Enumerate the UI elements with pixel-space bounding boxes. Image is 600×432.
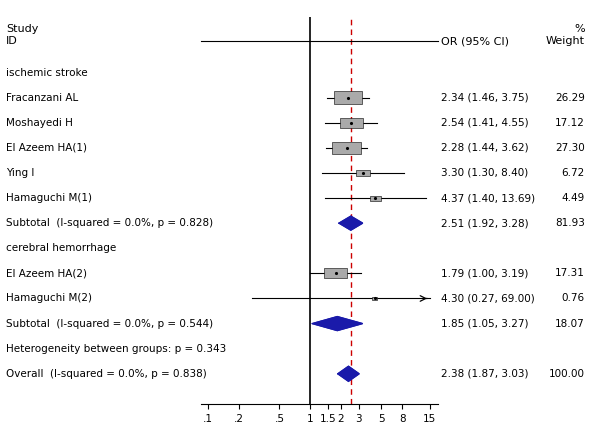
Text: Weight: Weight [546,36,585,46]
Text: 1.79 (1.00, 3.19): 1.79 (1.00, 3.19) [441,268,529,278]
Bar [370,196,381,200]
Text: 2.34 (1.46, 3.75): 2.34 (1.46, 3.75) [441,92,529,103]
Text: Ying I: Ying I [6,168,34,178]
Text: 0.76: 0.76 [562,293,585,303]
Text: 18.07: 18.07 [555,318,585,329]
Text: 3.30 (1.30, 8.40): 3.30 (1.30, 8.40) [441,168,528,178]
Text: 26.29: 26.29 [555,92,585,103]
Text: Overall  (I-squared = 0.0%, p = 0.838): Overall (I-squared = 0.0%, p = 0.838) [6,369,207,379]
Bar [372,297,377,299]
Bar [334,92,362,104]
Text: cerebral hemorrhage: cerebral hemorrhage [6,243,116,253]
Text: Hamaguchi M(2): Hamaguchi M(2) [6,293,92,303]
Text: 4.30 (0.27, 69.00): 4.30 (0.27, 69.00) [441,293,535,303]
Text: 6.72: 6.72 [562,168,585,178]
Text: Subtotal  (I-squared = 0.0%, p = 0.828): Subtotal (I-squared = 0.0%, p = 0.828) [6,218,213,228]
Text: 17.31: 17.31 [555,268,585,278]
Bar [340,118,362,128]
Text: 2.38 (1.87, 3.03): 2.38 (1.87, 3.03) [441,369,529,379]
Text: ID: ID [6,36,18,46]
Text: 1.85 (1.05, 3.27): 1.85 (1.05, 3.27) [441,318,529,329]
Text: Fracanzani AL: Fracanzani AL [6,92,78,103]
Text: 4.37 (1.40, 13.69): 4.37 (1.40, 13.69) [441,193,535,203]
Text: 2.28 (1.44, 3.62): 2.28 (1.44, 3.62) [441,143,529,153]
Polygon shape [339,216,362,230]
Text: ischemic stroke: ischemic stroke [6,67,88,77]
Text: 27.30: 27.30 [555,143,585,153]
Text: Subtotal  (I-squared = 0.0%, p = 0.544): Subtotal (I-squared = 0.0%, p = 0.544) [6,318,213,329]
Text: 2.54 (1.41, 4.55): 2.54 (1.41, 4.55) [441,118,529,128]
Text: 2.51 (1.92, 3.28): 2.51 (1.92, 3.28) [441,218,529,228]
Bar [356,170,370,176]
Text: Moshayedi H: Moshayedi H [6,118,73,128]
Text: Study: Study [6,24,38,34]
Polygon shape [312,317,362,330]
Text: 4.49: 4.49 [562,193,585,203]
Text: El Azeem HA(1): El Azeem HA(1) [6,143,87,153]
Text: 81.93: 81.93 [555,218,585,228]
Text: El Azeem HA(2): El Azeem HA(2) [6,268,87,278]
Bar [325,268,347,278]
Text: 17.12: 17.12 [555,118,585,128]
Bar [332,142,361,154]
Text: Hamaguchi M(1): Hamaguchi M(1) [6,193,92,203]
Text: %: % [574,24,585,34]
Polygon shape [338,366,359,381]
Text: 100.00: 100.00 [549,369,585,379]
Text: Heterogeneity between groups: p = 0.343: Heterogeneity between groups: p = 0.343 [6,344,226,354]
Text: OR (95% CI): OR (95% CI) [441,36,509,46]
